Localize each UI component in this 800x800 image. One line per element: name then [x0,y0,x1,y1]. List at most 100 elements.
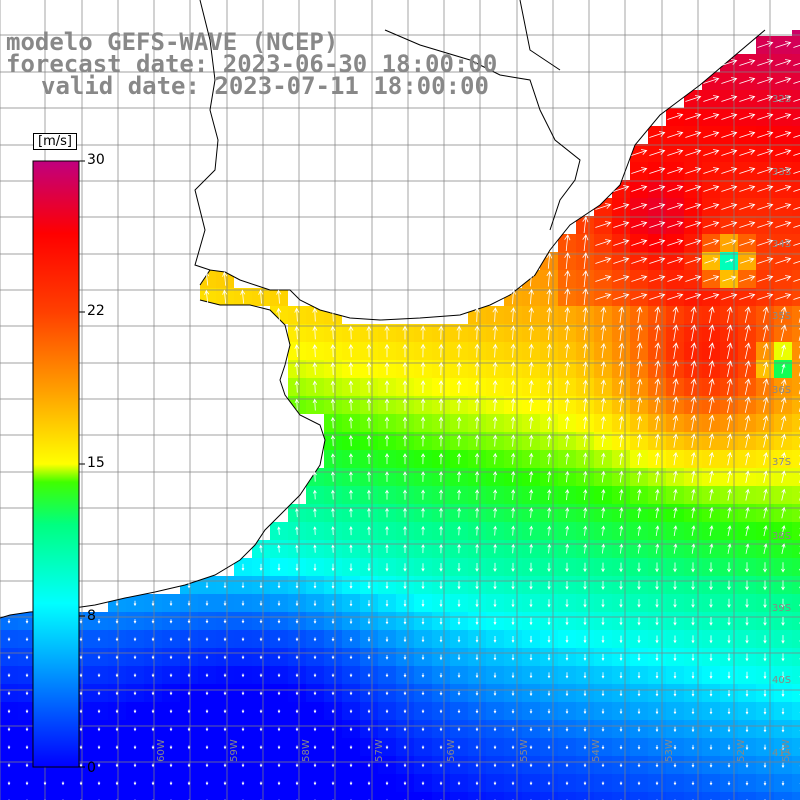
wind-cell [792,342,800,360]
wind-cell [414,792,432,800]
wind-cell [702,792,720,800]
wind-cell [504,792,522,800]
colorbar-unit: [m/s] [33,133,77,150]
wind-cell [540,792,558,800]
wind-cell [756,792,774,800]
wind-cell [234,792,252,800]
wind-cell [18,792,36,800]
wind-cell [432,792,450,800]
wind-cell [216,792,234,800]
wind-cell [792,720,800,738]
lon-label: 51W [781,739,792,762]
wind-cell [144,792,162,800]
lat-label: 37S [772,457,791,468]
wind-cell [792,180,800,198]
wind-cell [360,792,378,800]
wind-cell [774,792,792,800]
wind-cell [522,792,540,800]
wind-cell [792,648,800,666]
wind-cell [90,792,108,800]
wind-cell [630,792,648,800]
colorbar-tick-8: 8 [87,608,96,624]
lat-label: 32S [772,94,791,105]
wind-cell [792,198,800,216]
wind-cell [306,792,324,800]
wind-cell [792,630,800,648]
wind-cell [792,738,800,756]
wind-cell [792,756,800,774]
wind-cell [792,324,800,342]
wind-cell [792,72,800,90]
wind-cell [666,792,684,800]
wind-cell [792,144,800,162]
wind-cell [792,288,800,306]
wind-cell [792,702,800,720]
lon-label: 53W [664,739,675,762]
lat-label: 34S [772,239,791,250]
colorbar [33,161,79,767]
wind-cell [450,792,468,800]
wind-cell [792,216,800,234]
wind-cell [648,792,666,800]
wind-cell [126,792,144,800]
wind-cell [108,792,126,800]
wind-cell [468,792,486,800]
lon-label: 55W [519,739,530,762]
wind-cell [792,792,800,800]
colorbar-tick-0: 0 [87,760,96,776]
title-valid-date: valid date: 2023-07-11 18:00:00 [41,74,489,98]
wind-cell [720,792,738,800]
wind-cell [792,468,800,486]
wind-cell [288,792,306,800]
wind-cell [270,792,288,800]
lon-label: 56W [446,739,457,762]
lon-label: 57W [374,739,385,762]
wind-cell [792,54,800,72]
wind-cell [792,126,800,144]
wind-cell [792,576,800,594]
lat-label: 40S [772,675,791,686]
wind-cell [162,792,180,800]
wind-cell [792,666,800,684]
wind-cell [342,792,360,800]
wind-cell [792,540,800,558]
wind-cell [792,36,800,54]
wind-cell [252,792,270,800]
wind-cell [792,504,800,522]
wind-cell [792,162,800,180]
wind-cell [792,594,800,612]
wind-cell [396,792,414,800]
wind-cell [324,792,342,800]
wind-cell [792,612,800,630]
wind-cell [684,792,702,800]
lat-label: 38S [772,531,791,542]
colorbar-tick-15: 15 [87,455,105,471]
wind-cell [594,792,612,800]
wind-cell [54,792,72,800]
wind-cell [792,252,800,270]
wind-cell [792,378,800,396]
lon-label: 59W [229,739,240,762]
wind-cell [558,792,576,800]
wind-cell [180,792,198,800]
wind-cell [792,306,800,324]
wind-cell [792,234,800,252]
wind-cell [486,792,504,800]
wind-cell [198,792,216,800]
lon-label: 54W [591,739,602,762]
wind-cell [738,792,756,800]
wind-cell [792,450,800,468]
wind-cell [792,522,800,540]
wind-cell [0,792,18,800]
lon-label: 52W [736,739,747,762]
colorbar-tick-30: 30 [87,152,105,168]
lat-label: 33S [772,167,791,178]
wind-cell [792,270,800,288]
colorbar-tick-22: 22 [87,303,105,319]
wind-cell [792,774,800,792]
wind-cell [612,792,630,800]
wind-cell [792,414,800,432]
wind-cell [792,486,800,504]
